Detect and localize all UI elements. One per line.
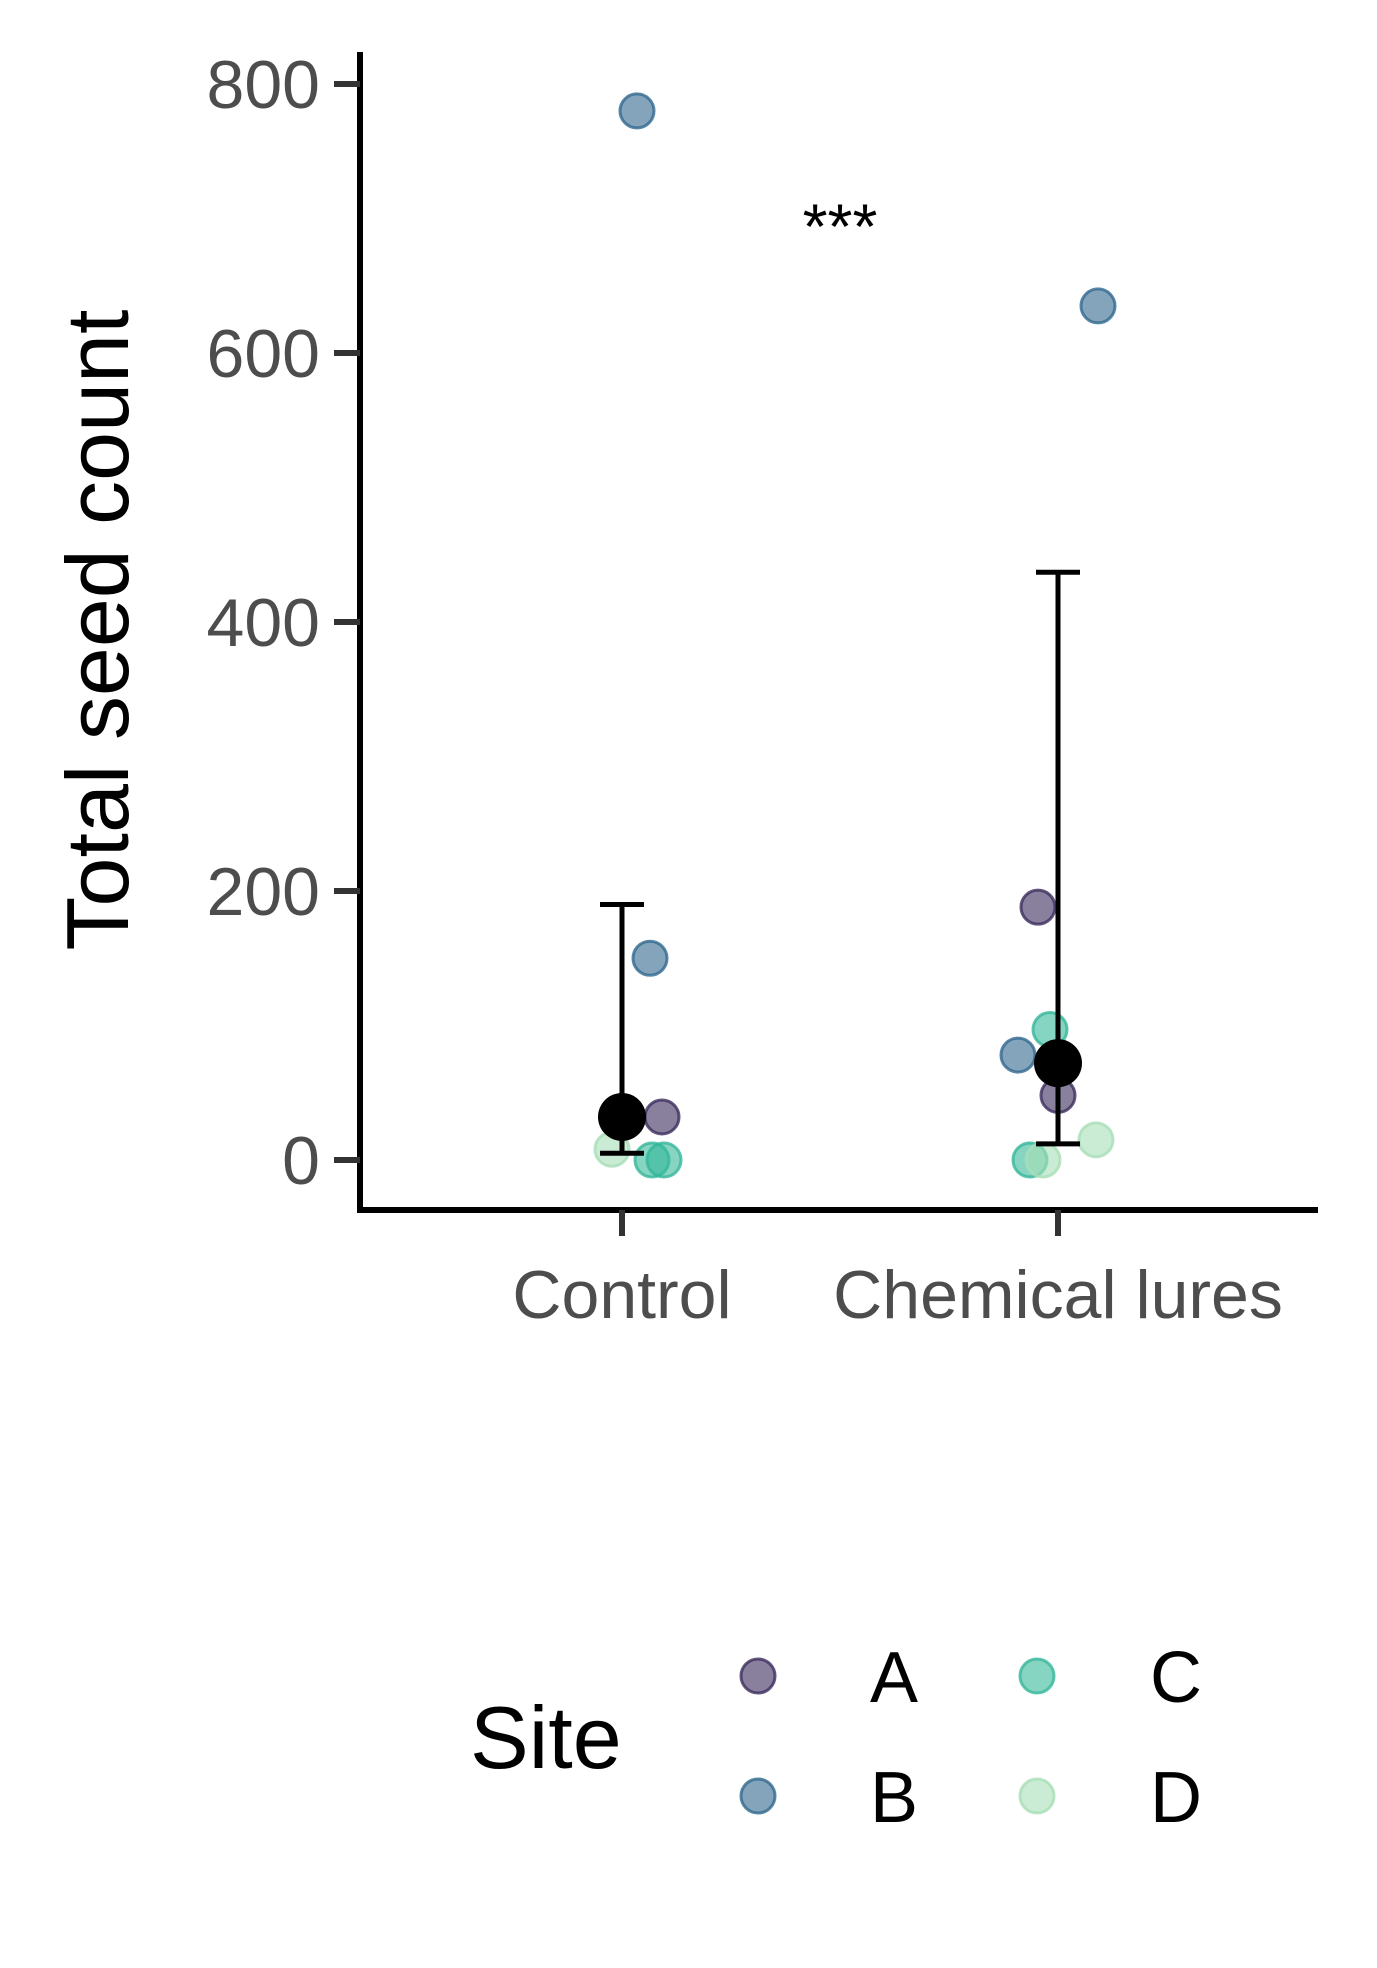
- legend-label-site-b: B: [870, 1758, 918, 1838]
- data-point-site-b: [618, 92, 656, 130]
- legend-label-site-d: D: [1150, 1758, 1202, 1838]
- x-tick-label: Control: [512, 1257, 731, 1333]
- mean-point: [598, 1092, 646, 1141]
- y-axis-title: Total seed count: [48, 310, 147, 951]
- legend-key-site-a: [739, 1657, 777, 1695]
- legend-label-site-a: A: [870, 1638, 918, 1718]
- y-tick-label: 200: [207, 854, 320, 930]
- legend: Site AB CD: [470, 1638, 1202, 1838]
- legend-key-site-c: [1018, 1657, 1056, 1695]
- data-point-site-d: [1024, 1141, 1062, 1179]
- x-tick-label: Chemical lures: [833, 1257, 1283, 1333]
- data-point-site-b: [999, 1036, 1037, 1074]
- data-point-site-d: [1077, 1121, 1115, 1159]
- data-point-site-a: [643, 1098, 681, 1136]
- data-point-site-a: [1019, 888, 1057, 926]
- legend-key-site-b: [739, 1777, 777, 1815]
- y-tick-label: 800: [207, 47, 320, 123]
- plot-area: 0 200 400 600 800 Control Chemical lures ***: [207, 47, 1318, 1333]
- mean-point: [1034, 1039, 1082, 1088]
- legend-title: Site: [470, 1688, 622, 1787]
- data-point-site-b: [631, 939, 669, 977]
- y-tick-label: 0: [282, 1123, 320, 1199]
- data-point-site-c: [645, 1141, 683, 1179]
- data-point-site-b: [1079, 287, 1117, 325]
- significance-annotation: ***: [803, 191, 878, 263]
- legend-label-site-c: C: [1150, 1638, 1202, 1718]
- y-tick-label: 600: [207, 316, 320, 392]
- y-tick-label: 400: [207, 585, 320, 661]
- legend-key-site-d: [1018, 1777, 1056, 1815]
